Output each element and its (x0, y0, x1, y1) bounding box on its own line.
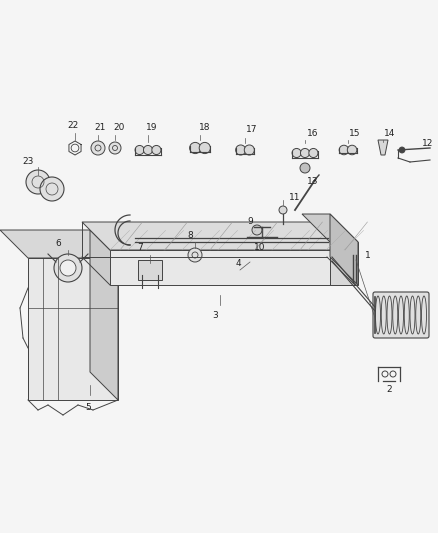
Text: 3: 3 (212, 311, 218, 319)
Polygon shape (0, 230, 118, 258)
Text: 14: 14 (384, 128, 396, 138)
Circle shape (60, 260, 76, 276)
Polygon shape (302, 214, 358, 242)
Polygon shape (82, 222, 355, 250)
Polygon shape (330, 214, 358, 285)
Text: 5: 5 (85, 403, 91, 413)
Circle shape (244, 145, 254, 155)
Text: 8: 8 (187, 230, 193, 239)
Text: 11: 11 (289, 193, 301, 203)
FancyBboxPatch shape (373, 292, 429, 338)
Circle shape (252, 225, 262, 235)
Polygon shape (378, 140, 388, 155)
Text: 20: 20 (113, 124, 125, 133)
Text: 6: 6 (55, 238, 61, 247)
Circle shape (144, 146, 152, 155)
Circle shape (309, 149, 318, 158)
Circle shape (300, 149, 310, 158)
Circle shape (279, 206, 287, 214)
Text: 17: 17 (246, 125, 258, 134)
Text: 13: 13 (307, 177, 319, 187)
Text: 22: 22 (67, 122, 79, 131)
Text: 23: 23 (22, 157, 34, 166)
Text: 19: 19 (146, 124, 158, 133)
Text: 4: 4 (235, 259, 241, 268)
Circle shape (190, 142, 201, 154)
Circle shape (300, 163, 310, 173)
Text: 2: 2 (386, 384, 392, 393)
Text: 10: 10 (254, 243, 266, 252)
Circle shape (135, 146, 144, 155)
Circle shape (292, 149, 301, 158)
Polygon shape (28, 258, 118, 400)
Circle shape (152, 146, 161, 155)
Circle shape (26, 170, 50, 194)
Text: 7: 7 (137, 244, 143, 253)
Polygon shape (110, 250, 355, 285)
Text: 12: 12 (422, 139, 434, 148)
Circle shape (109, 142, 121, 154)
Text: 16: 16 (307, 128, 319, 138)
Text: 1: 1 (365, 251, 371, 260)
Circle shape (339, 145, 349, 155)
Circle shape (236, 145, 246, 155)
Polygon shape (90, 230, 118, 400)
Circle shape (91, 141, 105, 155)
Circle shape (188, 248, 202, 262)
Text: 21: 21 (94, 124, 106, 133)
Circle shape (347, 145, 357, 155)
Circle shape (40, 177, 64, 201)
Circle shape (199, 142, 210, 154)
Text: 18: 18 (199, 124, 211, 133)
Text: 9: 9 (247, 217, 253, 227)
Text: 15: 15 (349, 128, 361, 138)
Circle shape (54, 254, 82, 282)
Polygon shape (330, 242, 358, 285)
Circle shape (399, 147, 405, 153)
Bar (138, 260, 162, 280)
